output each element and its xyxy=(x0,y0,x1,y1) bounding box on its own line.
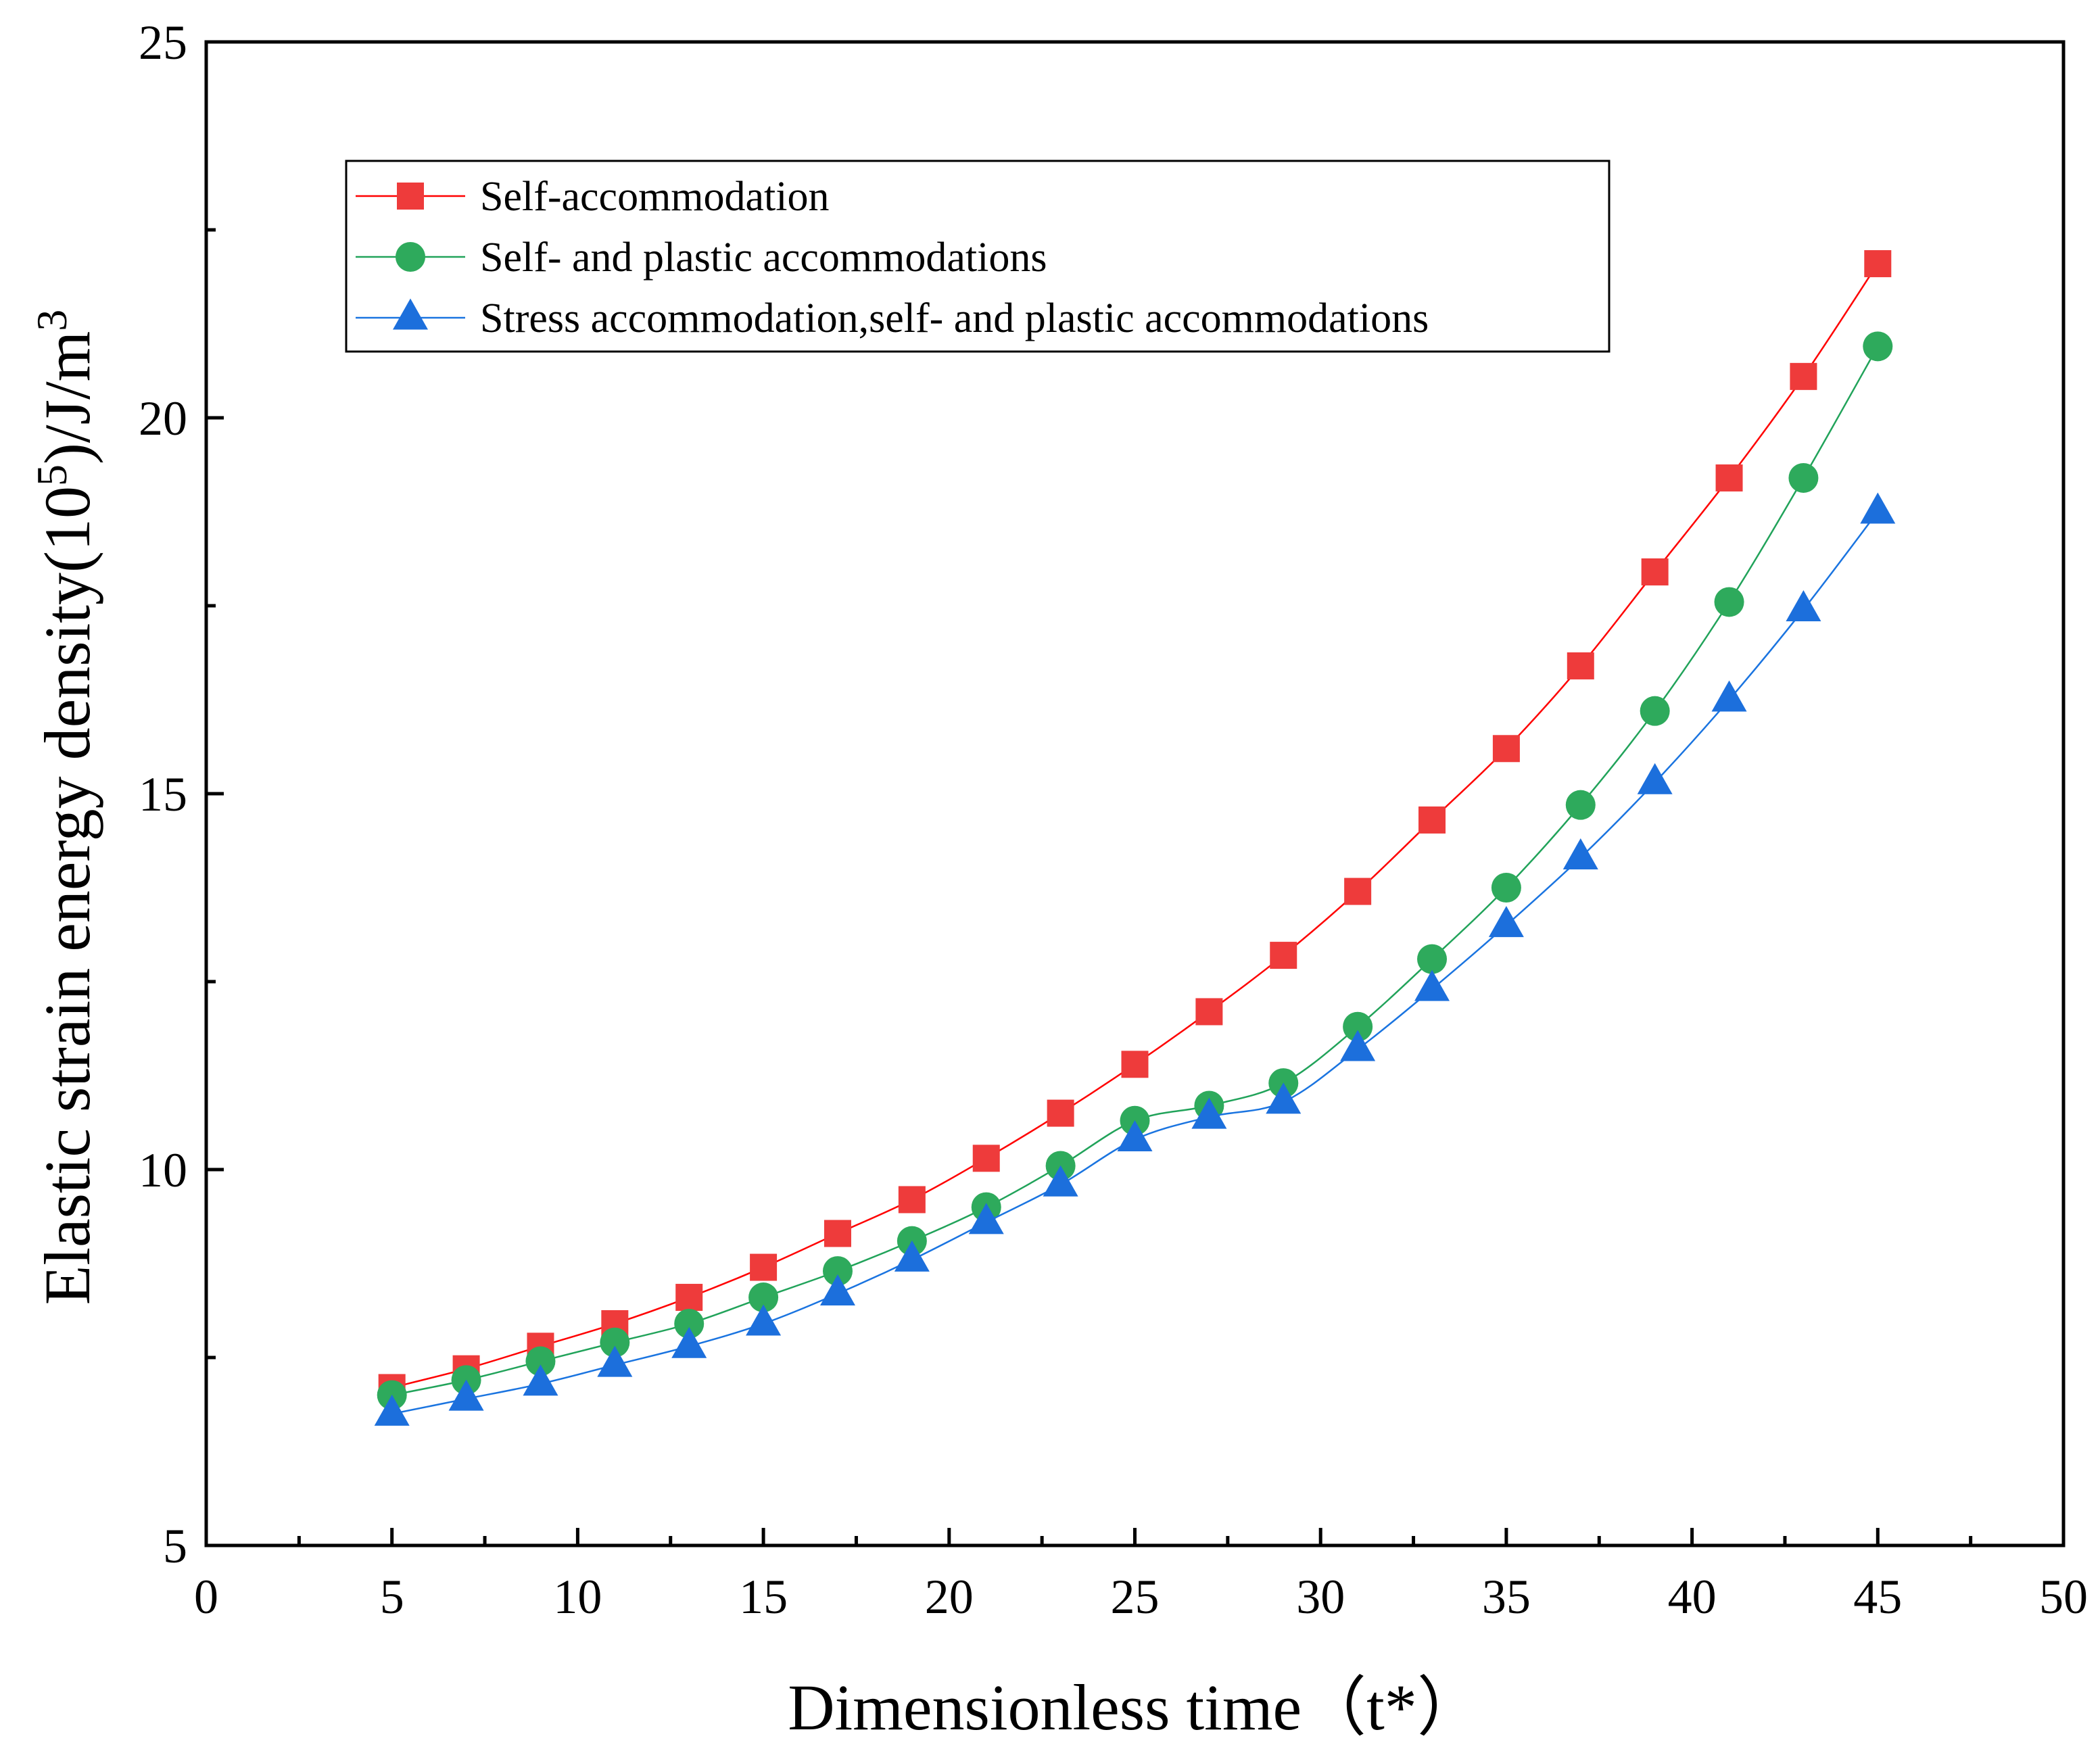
data-point xyxy=(819,1274,855,1305)
y-axis-title-superscript: 5 xyxy=(28,464,76,486)
x-tick-label: 0 xyxy=(194,1570,218,1624)
data-point xyxy=(1567,652,1594,679)
data-point xyxy=(1860,492,1896,524)
legend-box xyxy=(345,160,1610,353)
y-axis-title-tail-superscript: 3 xyxy=(28,310,76,331)
data-point xyxy=(1117,1120,1153,1151)
data-point xyxy=(1711,680,1747,712)
x-tick-label: 10 xyxy=(553,1570,602,1624)
data-point xyxy=(1414,969,1450,1001)
data-point xyxy=(1344,878,1372,905)
data-point xyxy=(1340,1030,1376,1061)
data-point xyxy=(894,1240,930,1272)
y-tick-label: 10 xyxy=(139,1143,187,1197)
legend-marker xyxy=(393,298,428,330)
x-tick-label: 35 xyxy=(1482,1570,1531,1624)
data-point xyxy=(1637,763,1673,794)
y-axis-title-tail: )/J/m xyxy=(31,331,103,464)
data-point xyxy=(824,1220,851,1247)
data-point xyxy=(597,1345,633,1377)
x-tick-label: 45 xyxy=(1853,1570,1902,1624)
data-point xyxy=(746,1304,782,1336)
x-tick-label: 20 xyxy=(925,1570,974,1624)
x-tick-label: 5 xyxy=(380,1570,404,1624)
data-point xyxy=(671,1326,707,1358)
legend-item: Stress accommodation,self- and plastic a… xyxy=(356,295,1429,341)
data-point xyxy=(1786,590,1821,622)
legend-item: Self- and plastic accommodations xyxy=(356,235,1047,281)
data-point xyxy=(1491,873,1521,903)
data-point xyxy=(1121,1051,1149,1078)
data-point xyxy=(1565,790,1596,820)
y-tick-label: 15 xyxy=(139,767,187,821)
data-point xyxy=(1417,944,1448,974)
x-tick-label: 40 xyxy=(1668,1570,1717,1624)
data-point xyxy=(600,1327,630,1358)
data-point xyxy=(1562,838,1598,869)
data-point xyxy=(523,1364,558,1396)
data-point xyxy=(1195,998,1223,1026)
data-point xyxy=(898,1186,926,1214)
legend-marker xyxy=(397,183,424,210)
legend-label: Stress accommodation,self- and plastic a… xyxy=(480,295,1429,341)
data-point xyxy=(1270,942,1297,969)
data-point xyxy=(525,1346,556,1376)
data-point xyxy=(1640,696,1670,726)
data-point xyxy=(448,1379,484,1411)
legend-label: Self-accommodation xyxy=(480,174,830,220)
x-tick-label: 15 xyxy=(739,1570,788,1624)
x-tick-label: 25 xyxy=(1111,1570,1160,1624)
data-point xyxy=(1266,1082,1302,1114)
y-tick-label: 20 xyxy=(139,391,187,446)
legend: Self-accommodation Self- and plastic acco… xyxy=(345,160,1610,353)
x-tick-label: 30 xyxy=(1296,1570,1345,1624)
data-point xyxy=(1790,362,1817,390)
data-point xyxy=(750,1253,778,1281)
x-axis-title: Dimensionless time（t*） xyxy=(788,1671,1482,1744)
y-axis-title: Elastic strain energy density(105)/J/m3 xyxy=(28,310,103,1305)
y-tick-label: 5 xyxy=(163,1519,187,1573)
data-point xyxy=(822,1256,853,1287)
legend-label: Self- and plastic accommodations xyxy=(480,235,1047,281)
y-axis-title-main: Elastic strain energy density(10 xyxy=(31,486,103,1305)
data-point xyxy=(1715,464,1743,491)
data-point xyxy=(1864,250,1892,278)
data-point xyxy=(1488,906,1524,938)
y-tick-label: 25 xyxy=(139,16,187,70)
data-point xyxy=(972,1145,1000,1172)
data-point xyxy=(675,1284,703,1312)
data-point xyxy=(1043,1165,1078,1197)
data-point xyxy=(374,1394,410,1426)
data-point xyxy=(1492,735,1520,763)
data-point xyxy=(1788,462,1819,493)
legend-marker xyxy=(396,242,425,272)
data-point xyxy=(674,1308,705,1339)
legend-item: Self-accommodation xyxy=(356,174,830,220)
data-point xyxy=(1191,1097,1227,1129)
series-3 xyxy=(374,492,1896,1426)
data-point xyxy=(1863,331,1893,362)
data-point xyxy=(1343,1011,1373,1042)
data-point xyxy=(1047,1099,1074,1127)
data-point xyxy=(1641,558,1669,585)
series-line xyxy=(391,345,1879,1396)
data-point xyxy=(748,1282,779,1313)
data-point xyxy=(1418,806,1446,834)
x-tick-label: 50 xyxy=(2039,1570,2088,1624)
data-point xyxy=(1714,587,1744,617)
data-point xyxy=(968,1203,1004,1234)
plot-marks xyxy=(374,250,1896,1426)
